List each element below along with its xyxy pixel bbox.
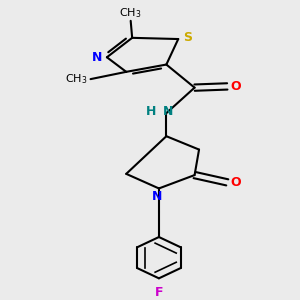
Text: CH$_3$: CH$_3$: [119, 6, 142, 20]
Text: F: F: [155, 286, 163, 298]
Text: O: O: [231, 176, 242, 189]
Text: CH$_3$: CH$_3$: [65, 72, 88, 86]
Text: O: O: [231, 80, 242, 93]
Text: S: S: [183, 31, 192, 44]
Text: N: N: [164, 105, 174, 119]
Text: N: N: [152, 190, 163, 203]
Text: N: N: [92, 51, 102, 64]
Text: H: H: [146, 105, 156, 119]
